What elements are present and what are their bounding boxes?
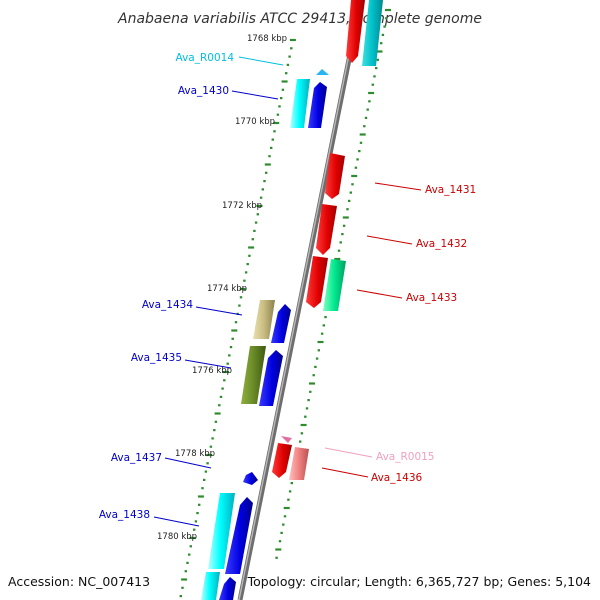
gene-features: [201, 0, 383, 600]
gene-label[interactable]: Ava_1431: [425, 184, 476, 196]
gene-arrow-cyan[interactable]: [316, 69, 329, 75]
gene-arrow-green[interactable]: [323, 259, 346, 311]
kbp-label: 1774 kbp: [207, 284, 247, 294]
kbp-label: 1770 kbp: [235, 117, 275, 127]
gene-label[interactable]: Ava_1433: [406, 292, 457, 304]
gene-label[interactable]: Ava_1437: [111, 452, 162, 464]
gene-arrow-blue[interactable]: [243, 472, 258, 485]
kbp-label: 1768 kbp: [247, 34, 287, 44]
gene-arrow-pink[interactable]: [289, 447, 309, 480]
kbp-label: 1780 kbp: [157, 532, 197, 542]
gene-arrow-red[interactable]: [306, 256, 328, 308]
gene-arrow-cyan[interactable]: [208, 493, 235, 569]
gene-label[interactable]: Ava_1435: [131, 352, 182, 364]
gene-label[interactable]: Ava_1436: [371, 472, 423, 484]
gene-arrow-red[interactable]: [316, 204, 337, 255]
gene-label[interactable]: Ava_1434: [142, 299, 194, 311]
gene-arrow-blue[interactable]: [219, 577, 236, 600]
gene-labels: Ava_R0014 Ava_1430 Ava_1431 Ava_1432 Ava…: [99, 52, 476, 521]
gene-arrow-khaki[interactable]: [253, 300, 275, 339]
gene-label[interactable]: Ava_R0014: [176, 52, 235, 64]
kbp-scale: 1768 kbp 1770 kbp 1772 kbp 1774 kbp 1776…: [157, 34, 287, 542]
gene-arrow-olive[interactable]: [241, 346, 266, 404]
map-title: Anabaena variabilis ATCC 29413, complete…: [117, 11, 482, 27]
gene-arrow-red[interactable]: [325, 153, 345, 199]
gene-label[interactable]: Ava_1430: [178, 85, 229, 97]
gene-arrow-pink[interactable]: [281, 436, 292, 443]
gene-arrow-red[interactable]: [272, 443, 292, 478]
gene-arrow-cyan[interactable]: [362, 0, 383, 66]
gene-arrow-cyan[interactable]: [290, 79, 310, 128]
genome-backbone: [237, 0, 364, 600]
left-scale-ticks: [179, 38, 296, 598]
kbp-label: 1778 kbp: [175, 449, 215, 459]
gene-arrow-blue[interactable]: [271, 304, 291, 343]
leader-lines: [153, 56, 422, 527]
gene-arrow-blue[interactable]: [225, 497, 253, 574]
gene-label[interactable]: Ava_1438: [99, 509, 150, 521]
kbp-label: 1772 kbp: [222, 201, 262, 211]
gene-arrow-blue[interactable]: [259, 350, 283, 406]
gene-label[interactable]: Ava_R0015: [376, 451, 434, 463]
gene-arrow-red[interactable]: [346, 0, 365, 63]
genome-stats-text: Topology: circular; Length: 6,365,727 bp…: [247, 574, 591, 589]
accession-text: Accession: NC_007413: [8, 574, 150, 589]
kbp-label: 1776 kbp: [192, 366, 232, 376]
gene-arrow-cyan[interactable]: [201, 572, 220, 600]
gene-label[interactable]: Ava_1432: [416, 238, 467, 250]
gene-arrow-blue[interactable]: [308, 82, 327, 128]
